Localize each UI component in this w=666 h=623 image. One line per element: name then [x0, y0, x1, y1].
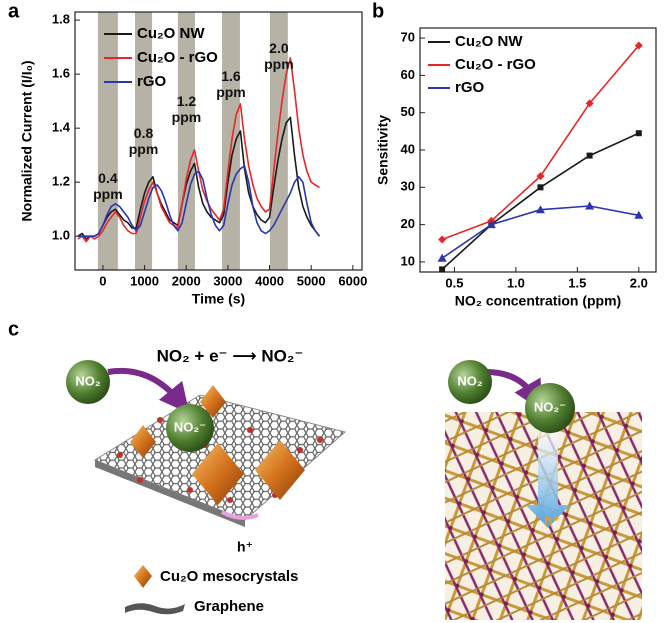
- marker: [634, 41, 643, 50]
- hole-label: h⁺: [544, 513, 560, 529]
- series-line: [77, 116, 321, 240]
- annotation: 0.8 ppm: [128, 125, 159, 157]
- equation: NO₂ + e⁻ ⟶ NO₂⁻: [157, 346, 304, 365]
- panel-label: c: [8, 318, 19, 340]
- marker: [535, 205, 545, 214]
- y-tick-label: 40: [401, 141, 415, 156]
- exposure-band: [134, 12, 153, 270]
- y-tick-label: 20: [401, 216, 415, 231]
- annotation: 2.0 ppm: [264, 40, 294, 72]
- x-tick-label: 5000: [297, 273, 326, 288]
- schematic-right: NO₂ NO₂⁻ h⁺: [445, 360, 642, 620]
- molecule: [66, 360, 110, 404]
- annotation-box: 2.0 ppm: [264, 40, 294, 72]
- annotation-box: 0.8 ppm: [128, 125, 159, 157]
- chart-b: 0.5 1.0 1.5 2.0 10 20 30 40 50 60 70 Cu₂O NW Cu₂O - …: [375, 27, 657, 309]
- x-tick-label: 1000: [130, 273, 159, 288]
- annotation-box: 1.2 ppm: [171, 93, 202, 125]
- x-axis-label: NO₂ concentration (ppm): [455, 293, 621, 309]
- legend-octahedron: [134, 565, 152, 588]
- plot-frame: [74, 11, 363, 271]
- ion: [525, 383, 575, 433]
- x-tick-label: 0: [99, 273, 106, 288]
- arrow: [485, 369, 543, 411]
- x-tick-label: 1.5: [568, 275, 586, 290]
- octahedron: [192, 443, 244, 505]
- chart-a: 0 1000 2000 3000 4000 5000 6000 1.0 1.2 1.4 1.6 1.8…: [19, 11, 367, 307]
- legend-label: rGO: [455, 79, 485, 96]
- hole-label: h⁺: [237, 539, 253, 555]
- x-tick-label: 6000: [338, 273, 367, 288]
- x-tick-label: 1.0: [507, 275, 525, 290]
- molecule: [448, 360, 492, 404]
- marker: [586, 152, 593, 159]
- octahedron: [200, 385, 226, 418]
- x-tick-label: 0.5: [445, 275, 463, 290]
- annotation: 1.6 ppm: [216, 68, 246, 100]
- marker: [585, 201, 595, 210]
- y-tick-label: 70: [401, 30, 415, 45]
- marker: [486, 220, 496, 229]
- y-tick-label: 1.2: [52, 174, 70, 189]
- panel-label: b: [372, 0, 384, 22]
- series-line: [77, 165, 321, 237]
- legend-graphene: [125, 603, 185, 615]
- x-tick-label: 2.0: [630, 275, 648, 290]
- legend-label: Cu₂O NW: [137, 25, 205, 42]
- y-tick-label: 1.4: [52, 120, 71, 135]
- y-tick-label: 60: [401, 67, 415, 82]
- marker: [634, 210, 644, 219]
- legend-label: Cu₂O - rGO: [455, 56, 536, 73]
- arrow: [107, 367, 190, 414]
- ion: [166, 404, 214, 452]
- ion-label: NO₂⁻: [534, 399, 566, 414]
- series-line: [441, 132, 640, 270]
- y-tick-label: 1.6: [52, 66, 70, 81]
- y-axis-label: Sensitivity: [375, 115, 391, 185]
- marker: [437, 253, 447, 262]
- schematic-left: NO₂ + e⁻ ⟶ NO₂⁻ NO₂ NO₂⁻ h⁺ Cu₂O mesocry…: [66, 346, 347, 615]
- y-tick-label: 1.0: [52, 228, 70, 243]
- octahedron: [255, 440, 305, 500]
- x-tick-label: 3000: [213, 273, 242, 288]
- hole-arrow: [221, 510, 259, 520]
- y-tick-label: 10: [401, 253, 415, 268]
- molecule-label: NO₂: [457, 373, 483, 388]
- legend-label: Cu₂O - rGO: [137, 49, 218, 66]
- legend-label: Graphene: [194, 598, 264, 615]
- legend-label: Cu₂O mesocrystals: [160, 568, 298, 585]
- x-tick-label: 2000: [172, 273, 201, 288]
- molecule-label: NO₂: [75, 373, 101, 388]
- octahedron: [130, 425, 156, 458]
- marker: [635, 130, 642, 137]
- transfer-arrow: [526, 430, 570, 528]
- sheet-edge: [95, 460, 245, 527]
- x-axis-label: Time (s): [192, 291, 245, 307]
- exposure-band: [97, 12, 118, 270]
- ion-label: NO₂⁻: [174, 419, 206, 434]
- y-tick-label: 30: [401, 179, 415, 194]
- y-tick-label: 1.8: [52, 12, 70, 27]
- marker: [439, 266, 446, 273]
- annotation: 1.2 ppm: [171, 93, 202, 125]
- x-tick-label: 4000: [255, 273, 284, 288]
- legend-label: Cu₂O NW: [455, 33, 523, 50]
- marker: [438, 235, 447, 244]
- marker: [585, 99, 594, 108]
- annotation-box: 1.6 ppm: [216, 68, 246, 100]
- annotation-box: 0.4 ppm: [93, 170, 123, 202]
- marker: [536, 172, 545, 181]
- marker: [537, 184, 544, 191]
- series-line: [441, 205, 639, 259]
- legend-label: rGO: [137, 73, 167, 90]
- annotation: 0.4 ppm: [93, 170, 123, 202]
- y-axis-label: Normalized Current (I/I₀): [19, 60, 35, 221]
- panel-label: a: [8, 0, 20, 22]
- y-tick-label: 50: [401, 104, 415, 119]
